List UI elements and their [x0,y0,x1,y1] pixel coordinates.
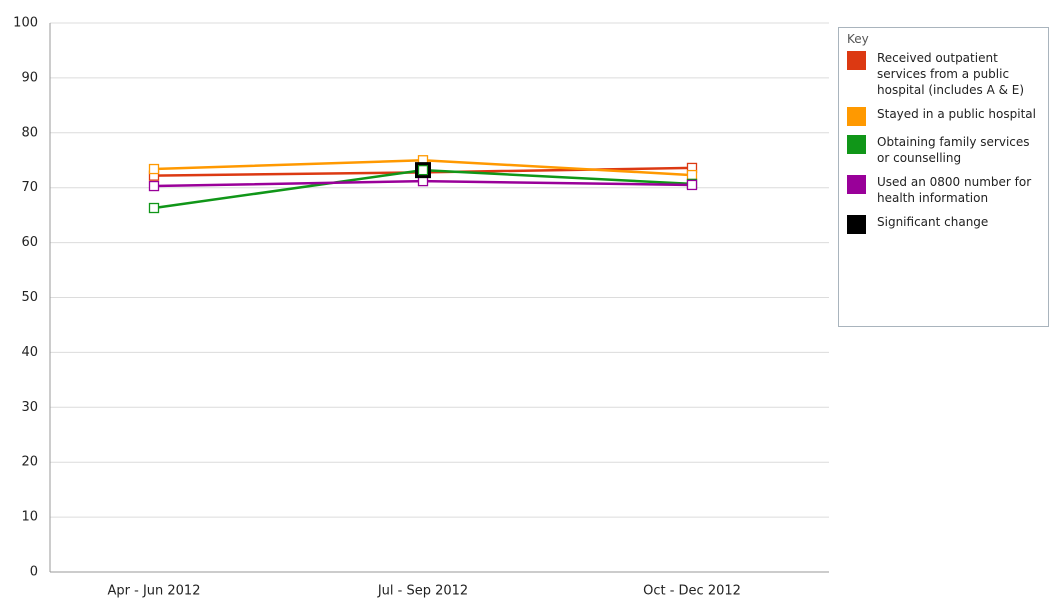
legend-label: Used an 0800 number for health informati… [877,175,1032,205]
y-tick-label: 40 [21,345,38,360]
x-tick-label: Jul - Sep 2012 [377,584,468,599]
legend-swatch [847,215,866,234]
legend-title: Key [847,32,869,46]
x-tick-label: Oct - Dec 2012 [643,584,741,599]
y-tick-label: 60 [21,235,38,250]
legend-swatch [847,135,866,154]
legend-swatch [847,107,866,126]
legend-label: Obtaining family services or counselling [877,135,1030,165]
y-tick-label: 20 [21,455,38,470]
y-tick-label: 80 [21,125,38,140]
significant-marker [415,162,431,179]
legend-item: Received outpatient services from a publ… [847,50,1040,98]
x-tick-label: Apr - Jun 2012 [108,584,201,599]
y-tick-label: 70 [21,180,38,195]
legend-item: Significant change [847,214,1040,234]
point-marker [686,179,698,191]
legend-label: Received outpatient services from a publ… [877,51,1025,97]
point-marker [417,164,429,176]
legend-label: Stayed in a public hospital [877,107,1036,121]
y-tick-label: 10 [21,510,38,525]
legend-item: Stayed in a public hospital [847,106,1040,126]
y-tick-label: 30 [21,400,38,415]
legend-item: Used an 0800 number for health informati… [847,174,1040,206]
legend-swatch [847,175,866,194]
point-marker [148,163,160,175]
y-tick-label: 0 [30,565,38,580]
y-tick-label: 100 [13,16,38,31]
point-marker [148,202,160,214]
legend-swatch [847,51,866,70]
legend: Key Received outpatient services from a … [838,27,1049,327]
legend-label: Significant change [877,215,989,229]
point-marker [148,180,160,192]
y-tick-label: 90 [21,70,38,85]
y-tick-label: 50 [21,290,38,305]
point-marker [686,169,698,181]
legend-item: Obtaining family services or counselling [847,134,1040,166]
